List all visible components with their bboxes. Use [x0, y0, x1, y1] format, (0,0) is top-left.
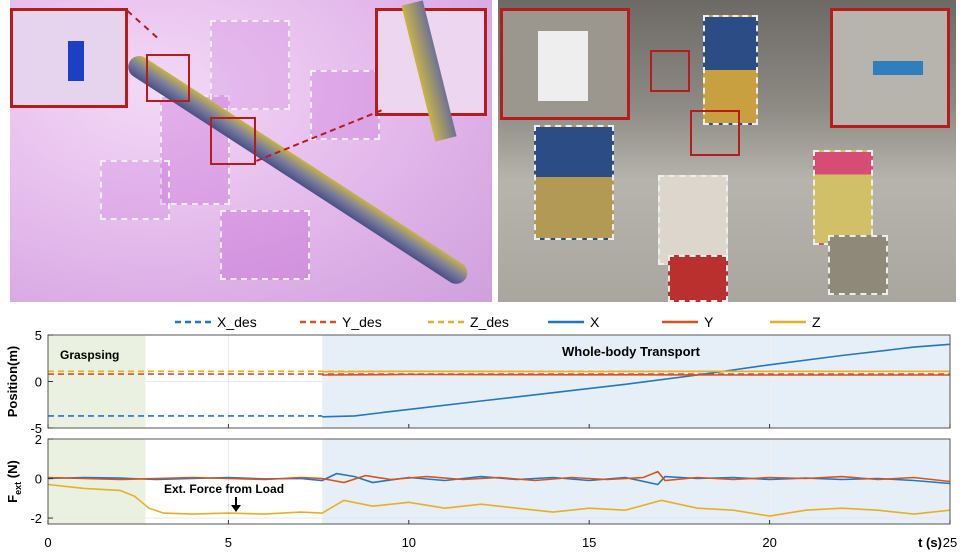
- box-shape: [220, 210, 310, 280]
- zoom-inset-left: [500, 8, 630, 120]
- legend-label: Z: [812, 314, 821, 330]
- phase-shade: [48, 439, 146, 524]
- grasping-label: Graspsing: [60, 348, 119, 362]
- x-tick-label: 25: [943, 535, 957, 550]
- legend-item: Z_des: [428, 314, 509, 330]
- robot-glyph: [873, 61, 923, 75]
- y-tick-label: 0: [35, 375, 42, 390]
- pointcloud-photo: [10, 0, 492, 302]
- zoom-inset-left: [10, 8, 128, 108]
- x-axis-label: t (s): [918, 535, 942, 550]
- box-shape: [310, 70, 380, 140]
- position-panel: 5 0 -5 Position(m): [5, 328, 951, 436]
- load-force-annotation: Ext. Force from Load: [164, 482, 284, 496]
- y-tick-label: 0: [35, 472, 42, 487]
- box-shape: [534, 125, 614, 240]
- annotation-arrowhead: [231, 505, 241, 512]
- box-shape: [658, 175, 728, 265]
- box-shape: [703, 15, 758, 125]
- y-tick-label: 5: [35, 328, 42, 343]
- box-shape: [668, 255, 728, 302]
- x-tick-label: 10: [402, 535, 416, 550]
- x-axis: 0 5 10 15 20 25t (s): [44, 497, 957, 550]
- box-shape: [813, 150, 873, 245]
- y-tick-label: -2: [30, 511, 42, 526]
- legend-label: X_des: [217, 314, 257, 330]
- legend-item: X_des: [175, 314, 257, 330]
- experiment-photo: [498, 0, 956, 302]
- legend-item: Y_des: [300, 314, 382, 330]
- series-line-y: [322, 373, 950, 376]
- zoom-inset-right: [375, 0, 487, 142]
- force-panel: 2 0 -2 Fext (N): [5, 432, 951, 526]
- robot-glyph: [538, 31, 588, 101]
- legend-label: Y_des: [342, 314, 382, 330]
- x-tick-label: 0: [44, 535, 51, 550]
- zoom-box: [690, 110, 740, 156]
- x-tick-label: 15: [582, 535, 596, 550]
- y-tick-label: -5: [30, 421, 42, 436]
- series-line-z: [47, 483, 951, 517]
- legend-label: X: [590, 314, 600, 330]
- plot-frame: [47, 438, 951, 525]
- legend-label: Z_des: [470, 314, 509, 330]
- box-shape: [828, 235, 888, 295]
- box-shape: [100, 160, 170, 220]
- tube-zoom: [401, 0, 457, 142]
- x-tick-label: 20: [762, 535, 776, 550]
- legend-item: Z: [770, 314, 821, 330]
- zoom-box: [146, 54, 190, 102]
- zoom-inset-right: [830, 8, 950, 128]
- legend-item: Y: [662, 314, 714, 330]
- zoom-box: [210, 117, 256, 165]
- chart-legend: X_des Y_des Z_des X Y Z: [175, 314, 821, 330]
- x-tick-label: 5: [225, 535, 232, 550]
- connector-line: [126, 10, 158, 39]
- zoom-box: [650, 50, 690, 92]
- series-line-y: [47, 470, 951, 484]
- box-shape: [210, 20, 290, 110]
- phase-shade: [322, 439, 950, 524]
- legend-label: Y: [704, 314, 714, 330]
- y-axis-label: Fext (N): [5, 460, 23, 503]
- y-axis-label: Position(m): [5, 346, 20, 418]
- robot-glyph: [68, 41, 84, 81]
- series-line-x: [322, 343, 951, 418]
- legend-item: X: [548, 314, 600, 330]
- transport-label: Whole-body Transport: [562, 344, 701, 359]
- y-tick-label: 2: [35, 432, 42, 447]
